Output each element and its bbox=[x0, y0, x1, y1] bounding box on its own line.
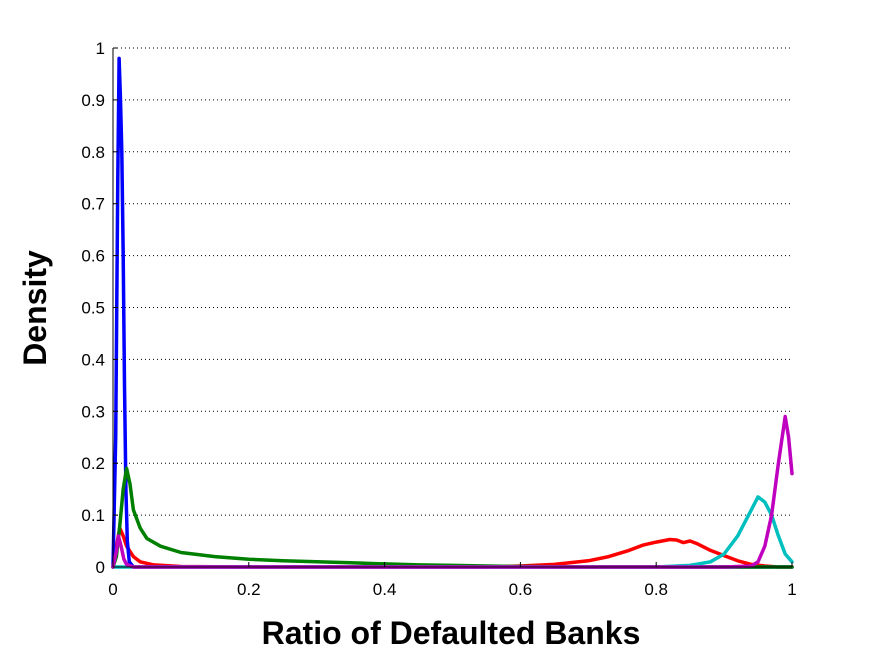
y-tick-label: 0.4 bbox=[81, 350, 105, 369]
x-tick-label: 0.2 bbox=[237, 580, 261, 599]
y-tick-label: 0.1 bbox=[81, 506, 105, 525]
x-tick-label: 0.8 bbox=[644, 580, 668, 599]
x-tick-label: 0.4 bbox=[373, 580, 397, 599]
series-line bbox=[111, 526, 794, 569]
y-tick-label: 0.3 bbox=[81, 402, 105, 421]
y-tick-label: 0.8 bbox=[81, 143, 105, 162]
tick-labels: 0 0.1 0.2 0.3 0.4 0.5 0.6 0.7 0.8 0.9 1 0 0.2 0.4 0.6 0… bbox=[81, 39, 796, 599]
series-line bbox=[111, 466, 794, 569]
x-tick-label: 0.6 bbox=[509, 580, 533, 599]
y-tick-label: 0.7 bbox=[81, 195, 105, 214]
y-tick-label: 0.9 bbox=[81, 91, 105, 110]
gridlines bbox=[113, 47, 792, 516]
y-tick-label: 1 bbox=[96, 39, 105, 58]
y-axis-title: Density bbox=[17, 250, 53, 366]
series-line bbox=[111, 414, 794, 569]
x-axis-title: Ratio of Defaulted Banks bbox=[262, 615, 641, 651]
x-tick-label: 0 bbox=[108, 580, 117, 599]
y-tick-label: 0.6 bbox=[81, 247, 105, 266]
y-tick-label: 0.5 bbox=[81, 299, 105, 318]
x-tick-label: 1 bbox=[787, 580, 796, 599]
series-line bbox=[111, 56, 794, 569]
series-lines bbox=[111, 56, 794, 569]
y-tick-label: 0.2 bbox=[81, 454, 105, 473]
axes bbox=[112, 47, 793, 568]
y-tick-label: 0 bbox=[96, 558, 105, 577]
